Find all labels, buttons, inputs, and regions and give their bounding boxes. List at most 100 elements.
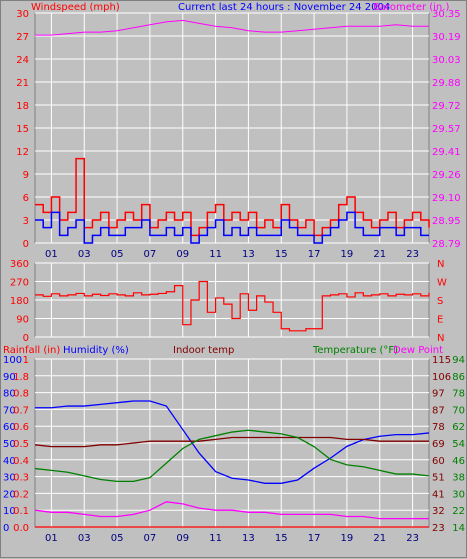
humidity-tick-label: 50 [3,439,16,450]
x-tick-label: 05 [111,249,124,260]
x-tick-label: 23 [406,249,419,260]
temperature-series-line [34,429,430,482]
temperature-tick-label: 87 [432,405,445,416]
x-tick-label: 03 [78,533,91,544]
dew-point-tick-label: 38 [452,473,465,484]
temperature-tick-label: 106 [432,372,451,383]
rainfall-tick-label: 0.6 [13,422,29,433]
windspeed-tick-label: 18 [16,101,29,112]
x-tick-label: 17 [308,249,321,260]
x-tick-label: 13 [242,533,255,544]
rainfall-tick-label: 1 [23,355,29,366]
x-tick-label: 15 [275,533,288,544]
rainfall-tick-label: 0.8 [13,389,29,400]
direction-degree-tick-label: 180 [10,296,29,307]
rainfall-tick-label: 0.4 [13,456,29,467]
barometer-tick-label: 30.19 [432,32,461,43]
x-tick-label: 01 [45,533,58,544]
x-tick-label: 09 [176,249,189,260]
legend-humidity: Humidity (%) [63,345,129,356]
indoor-temp-series-line [34,436,429,448]
x-tick-label: 11 [209,533,222,544]
x-tick-label: 19 [341,533,354,544]
x-tick-label: 05 [111,533,124,544]
dew-point-tick-label: 94 [452,355,465,366]
humidity-tick-label: 80 [3,389,16,400]
barometer-tick-label: 29.88 [432,78,461,89]
gust-series-line [35,211,429,244]
temperature-tick-label: 32 [432,506,445,517]
temperature-tick-label: 60 [432,456,445,467]
legend-indoor-temp: Indoor temp [173,345,235,356]
x-tick-label: 21 [373,533,386,544]
barometer-tick-label: 29.10 [432,193,461,204]
windspeed-series-line [35,157,430,237]
barometer-tick-label: 29.41 [432,147,461,158]
direction-compass-tick-label: N [437,259,444,270]
dew-point-tick-label: 30 [452,489,465,500]
rainfall-tick-label: 1.8 [13,372,29,383]
barometer-series-line [35,19,429,36]
direction-degree-tick-label: 0 [23,333,29,344]
rainfall-tick-label: 0.7 [13,405,29,416]
windspeed-tick-label: 27 [16,32,29,43]
dew-point-tick-label: 14 [452,523,465,534]
x-tick-label: 21 [373,249,386,260]
x-tick-label: 07 [144,249,157,260]
barometer-tick-label: 30.35 [432,9,461,20]
dew-point-tick-label: 22 [452,506,465,517]
x-tick-label: 01 [45,249,58,260]
windspeed-tick-label: 6 [23,193,29,204]
rainfall-tick-label: 0.1 [13,506,29,517]
direction-compass-tick-label: N [437,333,444,344]
temperature-tick-label: 97 [432,389,445,400]
x-tick-label: 15 [275,249,288,260]
direction-degree-tick-label: 360 [10,259,29,270]
x-tick-label: 23 [406,533,419,544]
temperature-tick-label: 51 [432,473,445,484]
barometer-tick-label: 28.79 [432,239,461,250]
rainfall-tick-label: 0.5 [13,439,29,450]
windspeed-tick-label: 24 [16,55,29,66]
direction-compass-tick-label: E [437,315,443,326]
windspeed-tick-label: 12 [16,147,29,158]
legend-temperature: Temperature (°F) [313,345,399,356]
rainfall-tick-label: 0.0 [13,523,29,534]
x-tick-label: 03 [78,249,91,260]
x-tick-label: 13 [242,249,255,260]
humidity-tick-label: 90 [3,372,16,383]
dew-point-tick-label: 62 [452,422,465,433]
windspeed-tick-label: 9 [23,170,29,181]
chart-title: Current last 24 hours : November 24 2004 [178,2,391,13]
dew-point-tick-label: 46 [452,456,465,467]
dew-point-tick-label: 86 [452,372,465,383]
humidity-tick-label: 0 [3,523,9,534]
humidity-tick-label: 70 [3,405,16,416]
windspeed-tick-label: 0 [23,239,29,250]
legend-rainfall: Rainfall (in) [3,345,61,356]
dew-point-tick-label: 70 [452,405,465,416]
barometer-tick-label: 28.95 [432,216,461,227]
barometer-axis-title: Barometer (in.) [373,2,450,13]
temperature-tick-label: 69 [432,439,445,450]
temperature-tick-label: 41 [432,489,445,500]
barometer-tick-label: 29.72 [432,101,461,112]
x-tick-label: 17 [308,533,321,544]
direction-compass-tick-label: W [437,278,447,289]
windspeed-tick-label: 15 [16,124,29,135]
humidity-tick-label: 30 [3,473,16,484]
x-tick-label: 19 [341,249,354,260]
humidity-tick-label: 10 [3,506,16,517]
windspeed-tick-label: 30 [16,9,29,20]
rainfall-tick-label: 0.2 [13,489,29,500]
barometer-tick-label: 29.57 [432,124,461,135]
barometer-tick-label: 30.03 [432,55,461,66]
x-tick-label: 07 [144,533,157,544]
humidity-tick-label: 60 [3,422,16,433]
temperature-tick-label: 115 [432,355,451,366]
direction-degree-tick-label: 270 [10,278,29,289]
dew-point-tick-label: 54 [452,439,465,450]
rainfall-tick-label: 0.3 [13,473,29,484]
temperature-tick-label: 78 [432,422,445,433]
